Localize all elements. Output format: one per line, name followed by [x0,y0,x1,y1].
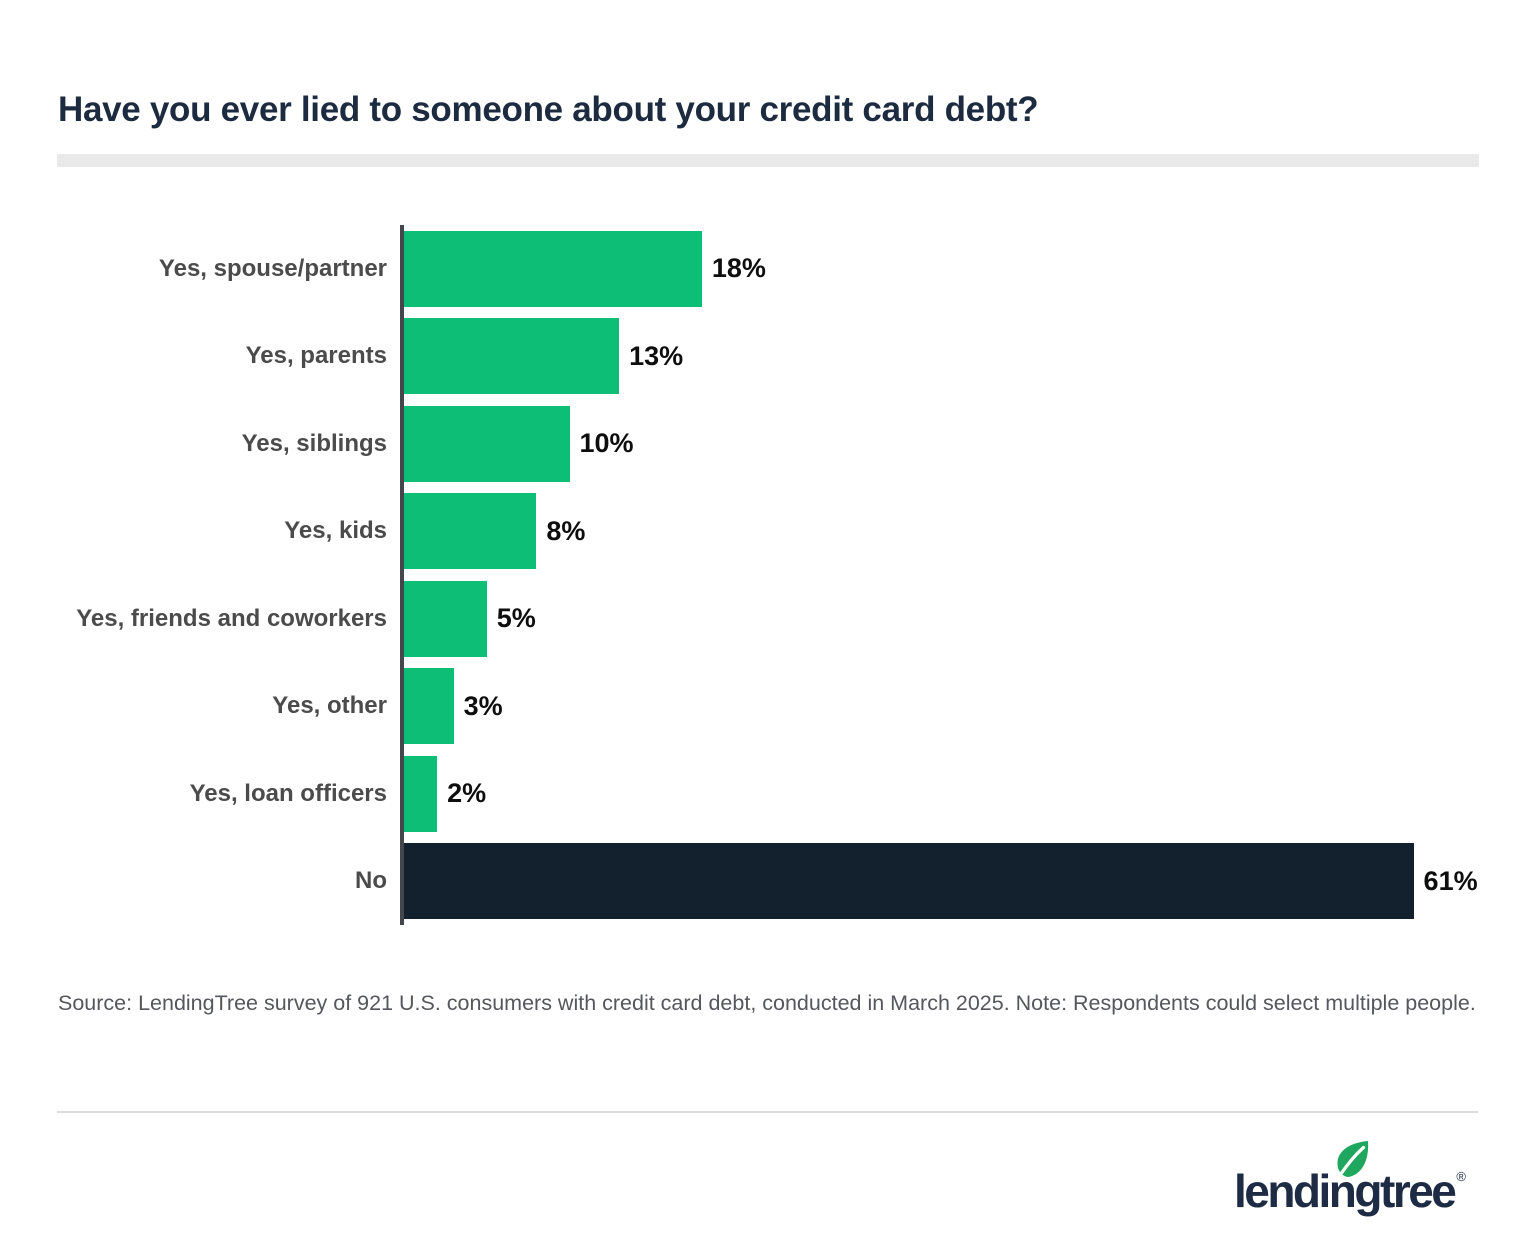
value-label-yes-loan-officers: 2% [447,778,487,809]
value-label-yes-kids: 8% [546,515,586,546]
bar-no [404,843,1414,920]
bar-yes-spouse-partner [404,230,702,307]
bar-yes-friends-and-coworkers [404,580,487,657]
value-label-yes-friends-and-coworkers: 5% [496,603,536,634]
source-note: Source: LendingTree survey of 921 U.S. c… [58,991,1476,1015]
value-label-yes-parents: 13% [629,340,684,371]
title-divider [57,154,1479,167]
bar-row-yes-friends-and-coworkers: Yes, friends and coworkers 5% [57,575,1497,663]
registered-mark: ® [1456,1169,1466,1184]
bar-yes-loan-officers [404,755,438,832]
y-axis-line [400,225,404,925]
category-label-yes-loan-officers: Yes, loan officers [189,779,387,807]
category-label-yes-siblings: Yes, siblings [241,429,387,457]
leaf-icon [1337,1141,1369,1177]
category-label-yes-parents: Yes, parents [245,342,387,370]
bar-row-yes-kids: Yes, kids 8% [57,488,1497,576]
bar-yes-other [404,668,454,745]
category-label-yes-other: Yes, other [272,692,387,720]
chart-title: Have you ever lied to someone about your… [58,90,1039,129]
value-label-yes-other: 3% [463,690,503,721]
bottom-divider [57,1111,1478,1113]
bar-chart: Yes, spouse/partner 18% Yes, parents 13% Yes… [57,225,1497,925]
bar-row-yes-other: Yes, other 3% [57,663,1497,751]
bar-row-yes-spouse-partner: Yes, spouse/partner 18% [57,225,1497,313]
category-label-yes-kids: Yes, kids [284,517,387,545]
bar-yes-siblings [404,405,570,482]
category-label-yes-friends-and-coworkers: Yes, friends and coworkers [76,604,387,632]
bar-yes-kids [404,493,537,570]
bar-yes-parents [404,318,620,395]
bar-row-yes-loan-officers: Yes, loan officers 2% [57,750,1497,838]
value-label-yes-spouse-partner: 18% [711,253,766,284]
category-label-no: No [355,867,387,895]
bar-chart-rows: Yes, spouse/partner 18% Yes, parents 13% Yes… [57,225,1497,925]
lendingtree-logo: lendingtree ® [1234,1141,1466,1230]
bar-row-yes-parents: Yes, parents 13% [57,313,1497,401]
bar-row-no: No 61% [57,838,1497,926]
bar-row-yes-siblings: Yes, siblings 10% [57,400,1497,488]
category-label-yes-spouse-partner: Yes, spouse/partner [158,254,387,282]
value-label-yes-siblings: 10% [579,428,634,459]
value-label-no: 61% [1423,865,1478,896]
